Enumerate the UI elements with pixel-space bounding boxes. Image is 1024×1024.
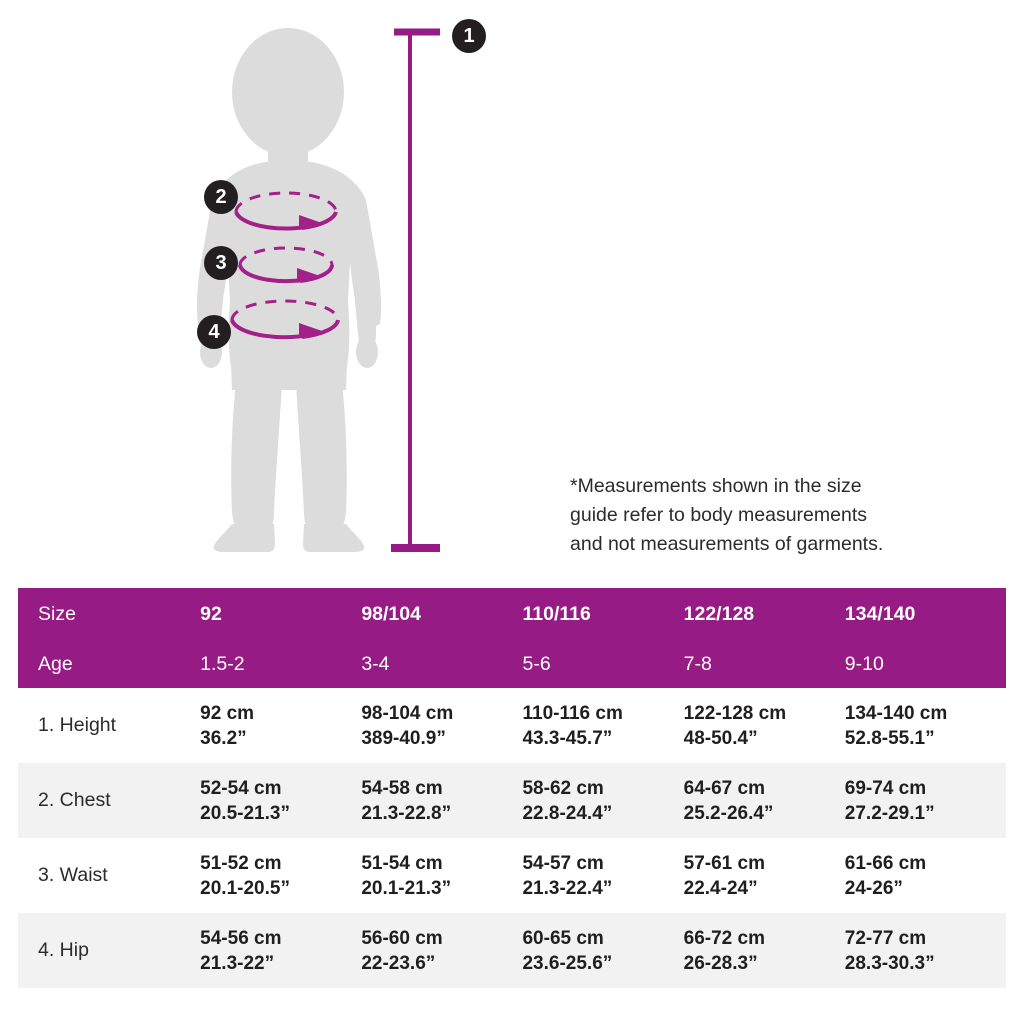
marker-badge-1: 1	[452, 19, 486, 53]
cell-cm: 54-56 cm	[200, 927, 282, 949]
header-age-0: 1.5-2	[200, 640, 362, 688]
cell-inch: 28.3-30.3”	[844, 952, 935, 974]
body-figure-svg	[196, 28, 440, 552]
row-label-hip: 4. Hip	[18, 913, 201, 988]
cell-hip-122-128: 66-72 cm 26-28.3”	[683, 913, 845, 988]
cell-inch: 26-28.3”	[683, 952, 758, 974]
cell-cm: 64-67 cm	[683, 777, 765, 799]
cell-chest-134-140: 69-74 cm 27.2-29.1”	[844, 763, 1006, 838]
cell-cm: 54-58 cm	[361, 777, 443, 799]
cell-cm: 72-77 cm	[844, 927, 927, 949]
cell-chest-122-128: 64-67 cm 25.2-26.4”	[683, 763, 845, 838]
header-size-1: 98/104	[361, 588, 523, 640]
cell-cm: 54-57 cm	[522, 852, 604, 874]
header-age-1: 3-4	[361, 640, 523, 688]
row-label-waist: 3. Waist	[18, 838, 201, 913]
marker-badge-4: 4	[197, 315, 231, 349]
marker-badge-3: 3	[204, 246, 238, 280]
cell-hip-134-140: 72-77 cm 28.3-30.3”	[844, 913, 1006, 988]
cell-inch: 25.2-26.4”	[683, 802, 774, 824]
cell-inch: 23.6-25.6”	[522, 952, 613, 974]
cell-inch: 52.8-55.1”	[844, 727, 935, 749]
cell-hip-92: 54-56 cm 21.3-22”	[200, 913, 362, 988]
cell-cm: 56-60 cm	[361, 927, 443, 949]
cell-inch: 20.5-21.3”	[200, 802, 290, 824]
marker-badge-2: 2	[204, 180, 238, 214]
cell-hip-110-116: 60-65 cm 23.6-25.6”	[522, 913, 684, 988]
cell-inch: 27.2-29.1”	[844, 802, 935, 824]
header-age-4: 9-10	[844, 640, 1006, 688]
cell-cm: 98-104 cm	[361, 702, 454, 724]
cell-cm: 92 cm	[200, 702, 255, 724]
header-size-0: 92	[200, 588, 362, 640]
hip-measure-ellipse	[230, 299, 340, 340]
cell-height-110-116: 110-116 cm 43.3-45.7”	[522, 688, 684, 763]
cell-waist-92: 51-52 cm 20.1-20.5”	[200, 838, 362, 913]
header-age-3: 7-8	[683, 640, 845, 688]
cell-waist-122-128: 57-61 cm 22.4-24”	[683, 838, 845, 913]
cell-waist-98-104: 51-54 cm 20.1-21.3”	[361, 838, 523, 913]
cell-cm: 66-72 cm	[683, 927, 765, 949]
height-measure-line	[391, 28, 440, 552]
header-size-4: 134/140	[844, 588, 1006, 640]
cell-chest-110-116: 58-62 cm 22.8-24.4”	[522, 763, 684, 838]
cell-inch: 36.2”	[200, 727, 247, 749]
cell-inch: 21.3-22”	[200, 952, 275, 974]
row-label-height: 1. Height	[18, 688, 201, 763]
header-age-2: 5-6	[522, 640, 684, 688]
table-row: 4. Hip 54-56 cm 21.3-22” 56-60 cm 22-23.…	[18, 913, 1006, 988]
cell-height-92: 92 cm 36.2”	[200, 688, 362, 763]
header-size-label: Size	[18, 588, 201, 640]
cell-inch: 20.1-21.3”	[361, 877, 452, 899]
header-size-3: 122/128	[683, 588, 845, 640]
cell-cm: 60-65 cm	[522, 927, 604, 949]
cell-cm: 134-140 cm	[844, 702, 948, 724]
cell-inch: 22.4-24”	[683, 877, 758, 899]
cell-inch: 22.8-24.4”	[522, 802, 613, 824]
cell-inch: 24-26”	[844, 877, 903, 899]
cell-cm: 61-66 cm	[844, 852, 927, 874]
table-header-size-row: Size 92 98/104 110/116 122/128 134/140	[18, 588, 1006, 640]
header-age-label: Age	[18, 640, 201, 688]
size-guide-table: Size 92 98/104 110/116 122/128 134/140 A…	[18, 588, 1006, 988]
cell-cm: 57-61 cm	[683, 852, 765, 874]
cell-cm: 58-62 cm	[522, 777, 604, 799]
cell-height-98-104: 98-104 cm 389-40.9”	[361, 688, 523, 763]
table-header-age-row: Age 1.5-2 3-4 5-6 7-8 9-10	[18, 640, 1006, 688]
cell-inch: 21.3-22.8”	[361, 802, 452, 824]
cell-cm: 52-54 cm	[200, 777, 282, 799]
cell-waist-134-140: 61-66 cm 24-26”	[844, 838, 1006, 913]
cell-chest-92: 52-54 cm 20.5-21.3”	[200, 763, 362, 838]
cell-cm: 51-52 cm	[200, 852, 282, 874]
cell-inch: 48-50.4”	[683, 727, 758, 749]
cell-cm: 69-74 cm	[844, 777, 927, 799]
row-label-chest: 2. Chest	[18, 763, 201, 838]
table-row: 2. Chest 52-54 cm 20.5-21.3” 54-58 cm 21…	[18, 763, 1006, 838]
chest-measure-ellipse	[234, 191, 338, 231]
cell-height-134-140: 134-140 cm 52.8-55.1”	[844, 688, 1006, 763]
size-guide-illustration: 1 2 3 4 *Measurements shown in the size …	[196, 19, 884, 555]
cell-inch: 20.1-20.5”	[200, 877, 290, 899]
cell-inch: 22-23.6”	[361, 952, 436, 974]
cell-inch: 21.3-22.4”	[522, 877, 613, 899]
cell-cm: 110-116 cm	[522, 702, 623, 724]
measurements-footnote: *Measurements shown in the size guide re…	[570, 475, 884, 555]
cell-waist-110-116: 54-57 cm 21.3-22.4”	[522, 838, 684, 913]
cell-cm: 122-128 cm	[683, 702, 787, 724]
table-row: 1. Height 92 cm 36.2” 98-104 cm 389-40.9…	[18, 688, 1006, 763]
waist-measure-ellipse	[238, 246, 334, 284]
child-silhouette-icon	[196, 28, 382, 552]
table-row: 3. Waist 51-52 cm 20.1-20.5” 51-54 cm 20…	[18, 838, 1006, 913]
cell-chest-98-104: 54-58 cm 21.3-22.8”	[361, 763, 523, 838]
header-size-2: 110/116	[522, 588, 684, 640]
cell-inch: 389-40.9”	[361, 727, 446, 749]
cell-hip-98-104: 56-60 cm 22-23.6”	[361, 913, 523, 988]
cell-inch: 43.3-45.7”	[522, 727, 613, 749]
cell-height-122-128: 122-128 cm 48-50.4”	[683, 688, 845, 763]
cell-cm: 51-54 cm	[361, 852, 443, 874]
